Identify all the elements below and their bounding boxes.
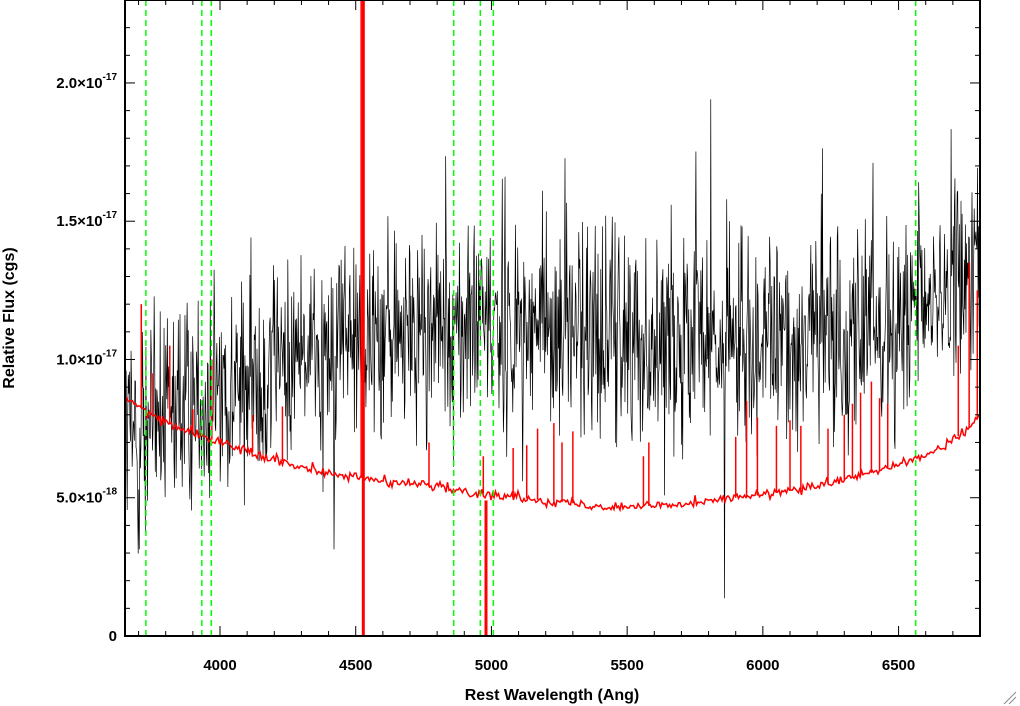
- plot-frame: [124, 0, 981, 637]
- y-tick-label: 1.5×10-17: [56, 210, 117, 230]
- flux-spectrum-line: [125, 99, 980, 599]
- y-tick-labels: 0 5.0×10-18 1.0×10-17 1.5×10-17 2.0×10-17: [56, 72, 117, 645]
- y-tick-label: 0: [109, 628, 117, 645]
- x-tick-label: 6000: [746, 657, 779, 674]
- x-axis-title: Rest Wavelength (Ang): [465, 687, 640, 704]
- y-tick-label: 2.0×10-17: [56, 72, 117, 92]
- reference-lines: [145, 0, 917, 636]
- x-tick-label: 4500: [339, 657, 372, 674]
- x-tick-label: 6500: [882, 657, 915, 674]
- axis-ticks: [125, 0, 981, 637]
- x-tick-labels: 4000 4500 5000 5500 6000 6500: [203, 657, 915, 674]
- y-tick-label: 5.0×10-18: [56, 487, 117, 507]
- y-tick-label: 1.0×10-17: [56, 348, 117, 368]
- x-tick-label: 5000: [475, 657, 508, 674]
- x-tick-label: 5500: [610, 657, 643, 674]
- resize-grip-icon[interactable]: [1003, 691, 1017, 705]
- series-layer: [125, 0, 980, 599]
- y-axis-title: Relative Flux (cgs): [1, 247, 18, 388]
- x-tick-label: 4000: [203, 657, 236, 674]
- error-spectrum-line: [125, 396, 980, 513]
